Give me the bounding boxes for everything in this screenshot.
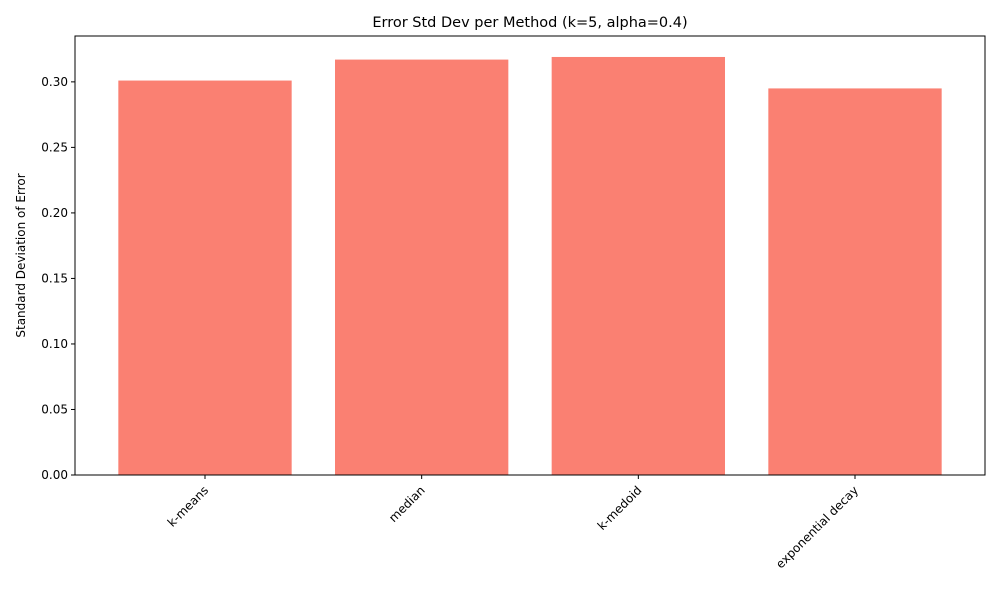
bar-exponential-decay [768, 88, 942, 475]
bar-k-medoid [551, 56, 725, 475]
y-tick-label: 0.25 [41, 140, 68, 154]
y-tick-label: 0.05 [41, 402, 68, 416]
y-tick-label: 0.30 [41, 75, 68, 89]
x-tick-label: exponential decay [773, 483, 861, 571]
x-tick-label: median [386, 483, 428, 525]
bar-median [335, 59, 509, 475]
y-tick-label: 0.15 [41, 271, 68, 285]
y-tick-label: 0.20 [41, 206, 68, 220]
y-tick-label: 0.00 [41, 468, 68, 482]
x-axis-ticks: k-means median k-medoid exponential decay [165, 475, 861, 571]
y-axis-ticks: 0.00 0.05 0.10 0.15 0.20 0.25 0.30 [41, 75, 75, 482]
plot-area-frame [74, 35, 986, 476]
y-axis-label: Standard Deviation of Error [14, 173, 28, 337]
x-tick-label: k-medoid [595, 483, 645, 533]
bar-k-means [118, 80, 292, 475]
chart-title: Error Std Dev per Method (k=5, alpha=0.4… [372, 15, 687, 31]
x-tick-label: k-means [165, 483, 211, 529]
y-tick-label: 0.10 [41, 337, 68, 351]
bars-group [118, 56, 942, 475]
